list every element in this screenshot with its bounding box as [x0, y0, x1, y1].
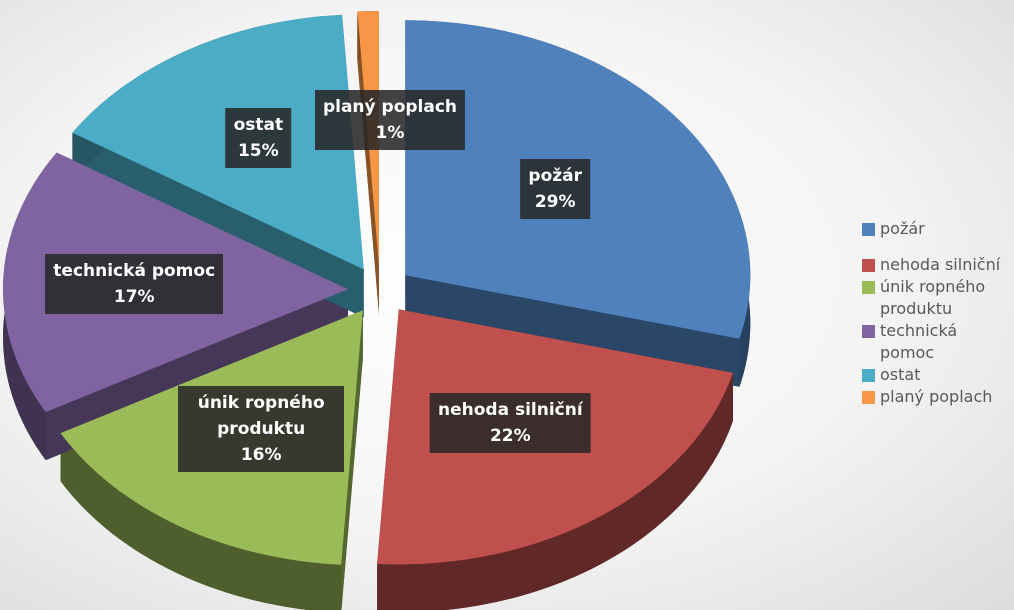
slice-wall — [341, 310, 363, 610]
data-label-value: 22% — [489, 425, 531, 446]
legend-item: únik ropného produktu — [860, 276, 1014, 320]
legend: požár nehoda silniční únik ropného produkt… — [860, 218, 1014, 440]
legend-item: technická pomoc — [860, 320, 1014, 364]
data-label-name: technická pomoc — [53, 261, 216, 282]
legend-item: ostat — [860, 364, 1014, 386]
data-label-name: planý poplach — [322, 97, 458, 117]
data-label-name: ostat — [233, 114, 284, 135]
data-label: ostat 15% — [225, 107, 292, 168]
slice — [72, 14, 364, 270]
data-label-name: požár — [528, 166, 583, 187]
slice-side — [60, 433, 342, 610]
legend-swatch — [862, 325, 875, 338]
legend-swatch — [862, 391, 875, 404]
legend-item: nehoda silniční — [860, 254, 1014, 276]
data-label: planý poplach 1% — [314, 90, 466, 150]
legend-swatch — [862, 281, 875, 294]
legend-item: planý poplach — [860, 386, 1014, 408]
legend-label: únik ropného produktu — [880, 277, 986, 318]
data-label-value: 29% — [534, 192, 576, 213]
data-label: technická pomoc 17% — [45, 254, 224, 315]
data-label: nehoda silniční 22% — [429, 392, 591, 453]
legend-item: požár — [860, 218, 1014, 240]
legend-label: planý poplach — [880, 387, 993, 406]
data-label-value: 16% — [240, 444, 282, 465]
data-label-value: 1% — [375, 123, 405, 143]
data-label: únik ropného produktu 16% — [178, 385, 345, 472]
legend-label: nehoda silniční — [880, 255, 1001, 274]
data-label-value: 15% — [237, 140, 279, 161]
data-label: požár 29% — [520, 159, 591, 220]
legend-swatch — [862, 223, 875, 236]
data-label-name: únik ropného produktu — [197, 392, 325, 439]
legend-swatch — [862, 369, 875, 382]
data-label-value: 17% — [113, 287, 155, 308]
legend-label: požár — [880, 219, 925, 238]
data-label-name: nehoda silniční — [437, 399, 583, 420]
legend-swatch — [862, 259, 875, 272]
slice-wall — [357, 11, 379, 315]
legend-label: technická pomoc — [880, 321, 958, 362]
slice-side — [377, 372, 733, 610]
legend-label: ostat — [880, 365, 921, 384]
